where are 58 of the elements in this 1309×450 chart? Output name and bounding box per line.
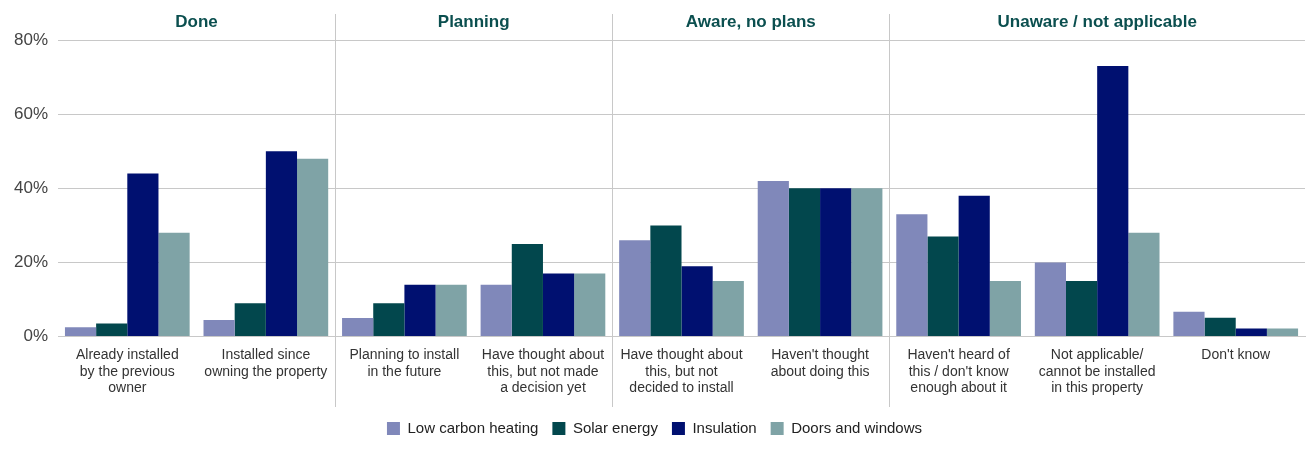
x-tick-label: Have thought about this, but not made a decision yet bbox=[481, 345, 605, 396]
bar bbox=[297, 158, 329, 337]
bar bbox=[1128, 232, 1160, 337]
bar bbox=[265, 151, 298, 337]
text: Done bbox=[175, 11, 218, 31]
x-tick-label: Installed since owning the property bbox=[204, 345, 328, 379]
bar bbox=[788, 188, 821, 337]
x-tick-label: Have thought about this, but not decided to install bbox=[620, 345, 743, 396]
y-tick-label: 0% bbox=[23, 326, 49, 346]
legend-label: Solar energy bbox=[572, 418, 659, 436]
bar bbox=[820, 188, 852, 337]
bar bbox=[1097, 65, 1129, 337]
text: Unaware / not applicable bbox=[997, 11, 1197, 31]
x-tick-label: Not applicable/ cannot be installed in this property bbox=[1038, 345, 1156, 396]
bar bbox=[712, 280, 744, 337]
text: Planning bbox=[437, 11, 510, 31]
bar bbox=[542, 273, 575, 337]
bar bbox=[480, 284, 512, 337]
x-tick-label: Already installed by the previous owner bbox=[75, 345, 179, 396]
bar bbox=[404, 284, 436, 337]
bar bbox=[650, 225, 682, 337]
bar bbox=[203, 319, 235, 337]
bar bbox=[1066, 280, 1098, 337]
bar bbox=[373, 303, 405, 337]
bar bbox=[1235, 328, 1267, 337]
bar bbox=[619, 240, 651, 337]
x-tick-label: Haven't thought about doing this bbox=[770, 345, 870, 379]
bar bbox=[158, 232, 190, 337]
bar bbox=[435, 284, 467, 337]
bar bbox=[64, 327, 97, 337]
x-tick-label: Haven't heard of this / don't know enough about it bbox=[907, 345, 1010, 396]
bar bbox=[1173, 311, 1205, 337]
bar bbox=[511, 243, 543, 337]
legend-label: Insulation bbox=[692, 418, 757, 436]
y-tick-label: 60% bbox=[13, 103, 49, 123]
bar bbox=[896, 214, 928, 337]
bar bbox=[989, 280, 1021, 337]
bar bbox=[574, 273, 606, 337]
bar bbox=[681, 266, 713, 337]
y-tick-label: 80% bbox=[13, 29, 49, 49]
bar bbox=[1266, 328, 1299, 337]
bar bbox=[342, 318, 374, 337]
legend-label: Doors and windows bbox=[791, 418, 923, 436]
bar bbox=[958, 195, 990, 337]
bar bbox=[927, 236, 959, 337]
bar bbox=[1204, 317, 1236, 337]
bar bbox=[127, 173, 159, 337]
y-tick-label: 20% bbox=[13, 252, 49, 272]
text: Aware, no plans bbox=[685, 11, 816, 31]
bar bbox=[234, 303, 266, 337]
x-tick-label: Planning to install in the future bbox=[349, 345, 460, 379]
bar bbox=[757, 180, 789, 337]
bar bbox=[1034, 262, 1066, 337]
x-tick-label: Don't know bbox=[1201, 345, 1272, 362]
bar bbox=[96, 323, 128, 337]
legend-label: Low carbon heating bbox=[407, 418, 539, 436]
bar bbox=[851, 188, 883, 337]
y-tick-label: 40% bbox=[13, 177, 49, 197]
